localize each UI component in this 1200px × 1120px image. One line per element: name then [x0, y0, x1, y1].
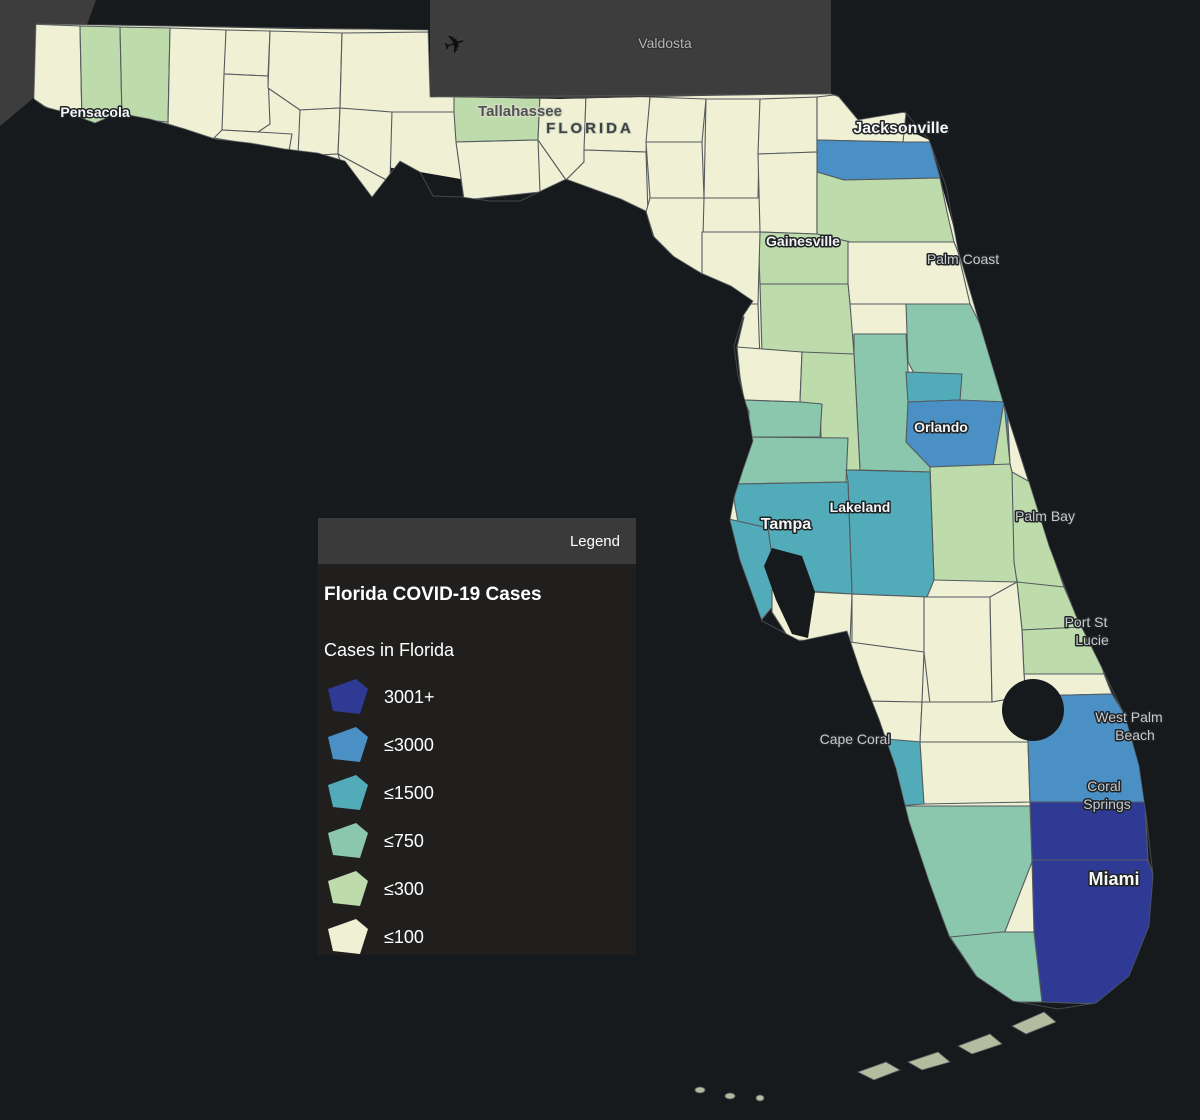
legend-swatch-750 [328, 823, 368, 858]
city-label-palm-bay: Palm Bay [1015, 508, 1075, 524]
legend-label: ≤1500 [384, 782, 434, 803]
coastline [33, 23, 1154, 1010]
lake-okeechobee [1002, 679, 1064, 741]
county-citrus[interactable] [736, 346, 803, 403]
county-duval[interactable] [816, 139, 941, 181]
county-osceola[interactable] [929, 463, 1018, 583]
neighbor-region-georgia [430, 0, 831, 98]
florida-keys [694, 1011, 1057, 1102]
legend-body: Florida COVID-19 Cases Cases in Florida … [318, 564, 636, 985]
legend-swatch-3001plus [328, 679, 368, 714]
city-label-port-st-lucie-line1: Port St [1065, 614, 1108, 630]
legend-header-title: Legend [569, 532, 620, 550]
city-label-tampa: Tampa [761, 516, 811, 533]
legend-row: ≤3000 [324, 725, 626, 765]
city-label-tallahassee: Tallahassee [478, 103, 562, 120]
legend-rows: 3001+ ≤3000 ≤1500 [324, 677, 626, 957]
legend-swatch-100 [328, 919, 368, 954]
city-label-west-palm-beach-line1: West Palm [1095, 709, 1162, 725]
city-label-gainesville: Gainesville [766, 233, 840, 249]
legend-label: ≤100 [384, 926, 424, 947]
legend-swatch-3000 [328, 727, 368, 762]
city-label-lakeland: Lakeland [830, 499, 891, 515]
legend-swatch-1500 [328, 775, 368, 810]
tampa-bay [764, 548, 815, 638]
county-walton[interactable] [167, 27, 227, 143]
state-label-florida: FLORIDA [546, 120, 634, 137]
county-gilchrist[interactable] [701, 231, 761, 305]
city-label-cape-coral: Cape Coral [820, 731, 891, 747]
city-label-coral-springs-line1: Coral [1087, 778, 1120, 794]
legend-row: ≤300 [324, 869, 626, 909]
county-highlands[interactable] [923, 596, 993, 705]
legend-swatch-300 [328, 871, 368, 906]
county-marion[interactable] [759, 283, 855, 355]
county-seminole[interactable] [905, 371, 963, 403]
county-sarasota[interactable] [789, 639, 851, 703]
county-bradford[interactable] [757, 151, 818, 235]
city-label-west-palm-beach-line2: Beach [1115, 727, 1155, 743]
legend-panel: Legend Florida COVID-19 Cases Cases in F… [318, 518, 636, 955]
county-hendry[interactable] [919, 741, 1031, 805]
county-pasco[interactable] [735, 436, 849, 485]
legend-header[interactable]: Legend [318, 518, 636, 564]
county-hernando[interactable] [743, 399, 823, 438]
city-label-jacksonville: Jacksonville [853, 120, 948, 137]
city-label-miami: Miami [1088, 869, 1139, 889]
city-label-pensacola: Pensacola [60, 104, 129, 120]
city-label-orlando: Orlando [914, 419, 968, 435]
county-columbia[interactable] [703, 98, 761, 199]
county-desoto[interactable] [847, 641, 925, 703]
legend-label: ≤750 [384, 830, 424, 851]
legend-row: ≤750 [324, 821, 626, 861]
county-wakulla[interactable] [455, 139, 541, 201]
county-bay[interactable] [213, 129, 293, 169]
legend-label: 3001+ [384, 686, 435, 707]
city-label-coral-springs-line2: Springs [1083, 796, 1130, 812]
map-labels: Valdosta Pensacola Tallahassee FLORIDA J… [59, 34, 1164, 891]
city-label-port-st-lucie-line2: Lucie [1075, 632, 1109, 648]
county-monroe[interactable] [949, 931, 1043, 1003]
county-clay-st-johns[interactable] [816, 171, 955, 243]
city-label-palm-coast: Palm Coast [927, 251, 999, 267]
county-calhoun[interactable] [297, 107, 341, 157]
county-dixie[interactable] [645, 197, 705, 276]
legend-row: ≤1500 [324, 773, 626, 813]
county-holmes[interactable] [223, 29, 271, 77]
legend-label: ≤3000 [384, 734, 434, 755]
county-washington[interactable] [221, 73, 271, 133]
county-polk[interactable] [845, 469, 935, 598]
county-baker[interactable] [757, 96, 818, 155]
legend-label: ≤300 [384, 878, 424, 899]
county-hamilton[interactable] [645, 96, 707, 143]
legend-row: ≤100 [324, 917, 626, 957]
legend-row: 3001+ [324, 677, 626, 717]
city-label-valdosta: Valdosta [638, 35, 692, 51]
legend-map-title: Florida COVID-19 Cases [324, 584, 542, 605]
county-suwannee[interactable] [645, 141, 705, 199]
legend-layer-title: Cases in Florida [324, 640, 455, 660]
